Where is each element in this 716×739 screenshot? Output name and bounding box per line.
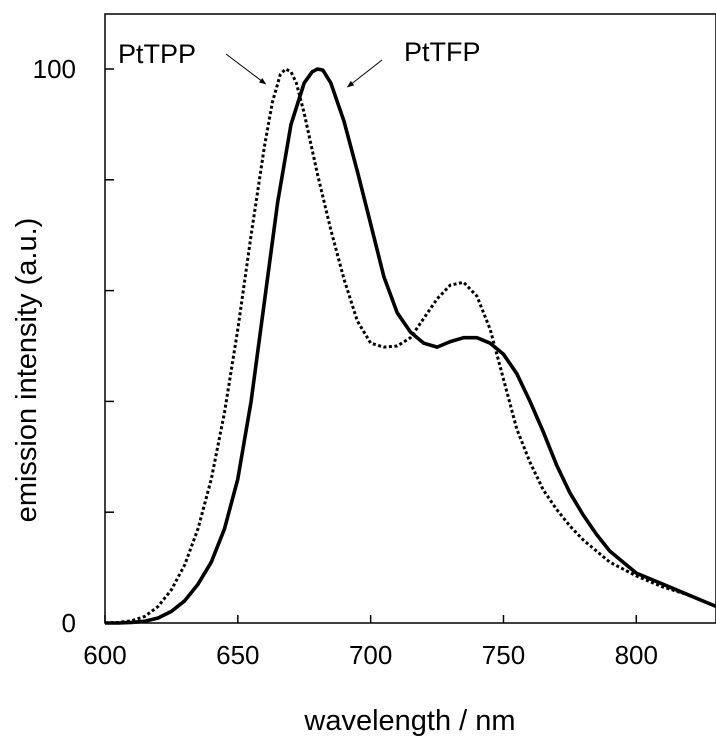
series-layer xyxy=(104,67,716,625)
annotation-arrow-pttfp xyxy=(346,59,383,88)
x-tick-label-600: 600 xyxy=(83,640,126,670)
annotation-label-pttfp: PtTFP xyxy=(404,37,481,67)
x-tick-label-750: 750 xyxy=(482,640,525,670)
annotation-layer: PtTPP PtTFP xyxy=(118,37,481,88)
annotation-arrow-pttpp xyxy=(225,53,267,85)
axis-ticks: 600 650 700 750 800 0 100 xyxy=(33,54,658,670)
series-line-pttfp xyxy=(105,67,716,625)
annotation-label-pttpp: PtTPP xyxy=(118,39,196,69)
plot-frame xyxy=(104,13,716,624)
y-tick-label-0: 0 xyxy=(62,608,76,638)
x-tick-label-650: 650 xyxy=(216,640,259,670)
y-axis-label: emission intensity (a.u.) xyxy=(11,218,43,523)
series-line-pttpp xyxy=(104,67,716,625)
x-tick-label-700: 700 xyxy=(349,640,392,670)
x-tick-label-800: 800 xyxy=(615,640,658,670)
x-axis-label: wavelength / nm xyxy=(303,705,515,737)
y-tick-label-100: 100 xyxy=(33,54,76,84)
